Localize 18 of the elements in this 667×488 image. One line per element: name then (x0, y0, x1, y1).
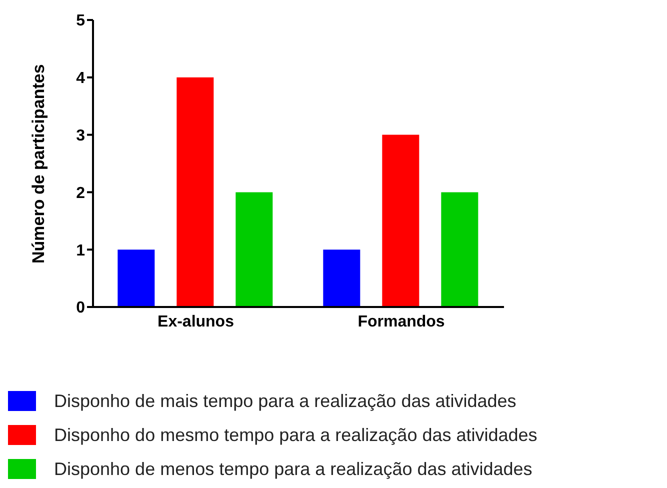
y-tick-label: 2 (76, 184, 86, 202)
legend-label: Disponho do mesmo tempo para a realização das atividades (54, 424, 538, 447)
legend-label: Disponho de menos tempo para a realização das atividades (54, 458, 532, 481)
bar (382, 134, 420, 307)
bar (176, 77, 214, 307)
x-tick-label: Ex-alunos (158, 313, 234, 330)
y-tick-label: 3 (76, 127, 86, 144)
bar (323, 250, 360, 307)
x-tick-label: Formandos (358, 313, 445, 330)
y-tick-label: 1 (76, 242, 86, 260)
bar (118, 250, 155, 307)
y-axis-title: Número de participantes (29, 64, 48, 264)
bar (236, 192, 273, 307)
y-tick-label: 0 (76, 300, 86, 317)
y-tick-label: 5 (76, 12, 86, 30)
legend-label: Disponho de mais tempo para a realização das atividades (54, 390, 516, 413)
y-tick-label: 4 (76, 70, 86, 88)
bar (441, 192, 478, 307)
